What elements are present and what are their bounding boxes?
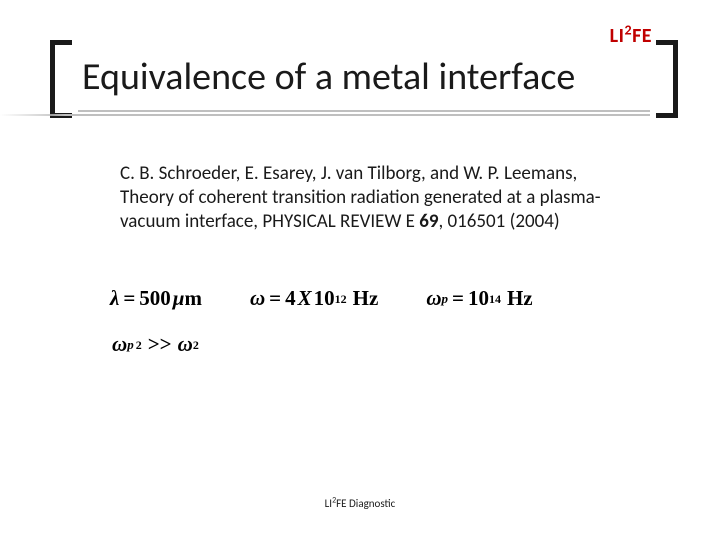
citation: C. B. Schroeder, E. Esarey, J. van Tilbo… (120, 162, 630, 233)
citation-volume: 69 (419, 210, 438, 233)
title-underline (0, 114, 650, 116)
logo-pre: LI (610, 24, 625, 48)
footer-post: FE Diagnostic (336, 497, 395, 510)
page-title: Equivalence of a metal interface (82, 54, 646, 100)
footer-pre: LI (325, 497, 332, 510)
footer: LI2FE Diagnostic (0, 497, 720, 510)
eq-omega-p: ωp = 1014 Hz (426, 286, 532, 311)
equation-row-1: λ=500μm ω = 4 X 1012 Hz ωp = 1014 Hz (110, 286, 533, 311)
eq-lambda: λ=500μm (110, 286, 202, 311)
logo-sup: 2 (624, 21, 632, 38)
logo-post: FE (632, 24, 652, 48)
logo: LI2FE (610, 24, 652, 48)
eq-omega: ω = 4 X 1012 Hz (250, 286, 378, 311)
title-box: Equivalence of a metal interface (78, 46, 650, 112)
citation-text-b: , 016501 (2004) (439, 210, 560, 233)
title-region: Equivalence of a metal interface (0, 46, 720, 112)
eq-inequality: ωp2 >> ω2 (112, 332, 199, 357)
equation-row-2: ωp2 >> ω2 (112, 332, 199, 357)
